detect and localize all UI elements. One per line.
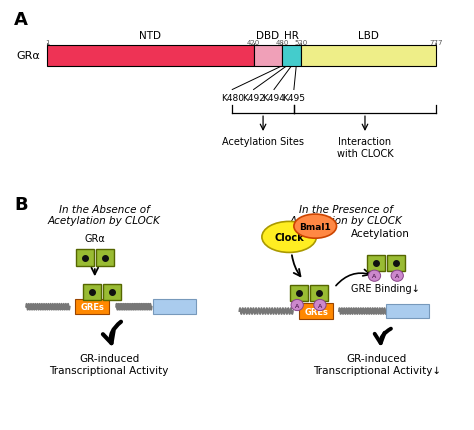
Text: A: A bbox=[373, 273, 376, 279]
FancyBboxPatch shape bbox=[96, 250, 114, 266]
Text: GREs: GREs bbox=[81, 303, 104, 311]
FancyBboxPatch shape bbox=[310, 285, 328, 301]
Text: GR-induced
Transcriptional Activity: GR-induced Transcriptional Activity bbox=[49, 353, 169, 375]
Text: A: A bbox=[14, 11, 28, 29]
Text: Clock: Clock bbox=[274, 232, 304, 243]
Text: 420: 420 bbox=[247, 40, 260, 46]
Text: K495: K495 bbox=[283, 94, 305, 103]
Text: 520: 520 bbox=[294, 40, 308, 46]
FancyBboxPatch shape bbox=[387, 255, 405, 271]
Text: In the Absence of
Acetylation by CLOCK: In the Absence of Acetylation by CLOCK bbox=[48, 204, 161, 226]
Text: GRα: GRα bbox=[17, 51, 40, 61]
Text: Interaction
with CLOCK: Interaction with CLOCK bbox=[337, 137, 393, 158]
Text: A: A bbox=[295, 303, 299, 308]
Text: A: A bbox=[395, 273, 399, 279]
Text: LBD: LBD bbox=[358, 31, 379, 41]
Circle shape bbox=[368, 270, 381, 282]
FancyBboxPatch shape bbox=[76, 250, 94, 266]
FancyBboxPatch shape bbox=[75, 299, 109, 315]
Text: 480: 480 bbox=[275, 40, 289, 46]
Ellipse shape bbox=[262, 222, 316, 253]
FancyBboxPatch shape bbox=[367, 255, 385, 271]
Ellipse shape bbox=[294, 215, 337, 239]
Text: B: B bbox=[14, 196, 28, 214]
Text: K480: K480 bbox=[221, 94, 244, 103]
Text: Acetylation Sites: Acetylation Sites bbox=[222, 137, 304, 147]
Text: K492: K492 bbox=[242, 94, 265, 103]
FancyBboxPatch shape bbox=[301, 46, 436, 67]
Text: In the Presence of
Acetylation by CLOCK: In the Presence of Acetylation by CLOCK bbox=[290, 204, 402, 226]
Text: Bmal1: Bmal1 bbox=[300, 222, 331, 231]
Text: A: A bbox=[318, 303, 322, 308]
Circle shape bbox=[291, 300, 303, 311]
Text: 1: 1 bbox=[45, 40, 50, 46]
FancyBboxPatch shape bbox=[103, 284, 121, 301]
FancyBboxPatch shape bbox=[47, 46, 254, 67]
Text: GR-induced
Transcriptional Activity↓: GR-induced Transcriptional Activity↓ bbox=[313, 353, 441, 375]
FancyBboxPatch shape bbox=[254, 46, 282, 67]
FancyBboxPatch shape bbox=[83, 284, 101, 301]
Circle shape bbox=[391, 270, 403, 282]
Text: GRE Binding↓: GRE Binding↓ bbox=[350, 284, 419, 294]
Text: DBD: DBD bbox=[256, 31, 279, 41]
Text: HR: HR bbox=[284, 31, 299, 41]
Text: K494: K494 bbox=[263, 94, 285, 103]
Text: NTD: NTD bbox=[139, 31, 161, 41]
Circle shape bbox=[314, 300, 326, 311]
Text: Acetylation: Acetylation bbox=[351, 228, 410, 238]
FancyBboxPatch shape bbox=[386, 304, 429, 319]
Text: GRα: GRα bbox=[84, 233, 105, 243]
FancyBboxPatch shape bbox=[299, 304, 333, 319]
FancyBboxPatch shape bbox=[290, 285, 308, 301]
FancyBboxPatch shape bbox=[282, 46, 301, 67]
Text: 777: 777 bbox=[429, 40, 443, 46]
Text: GREs: GREs bbox=[304, 307, 328, 316]
FancyBboxPatch shape bbox=[153, 300, 196, 314]
